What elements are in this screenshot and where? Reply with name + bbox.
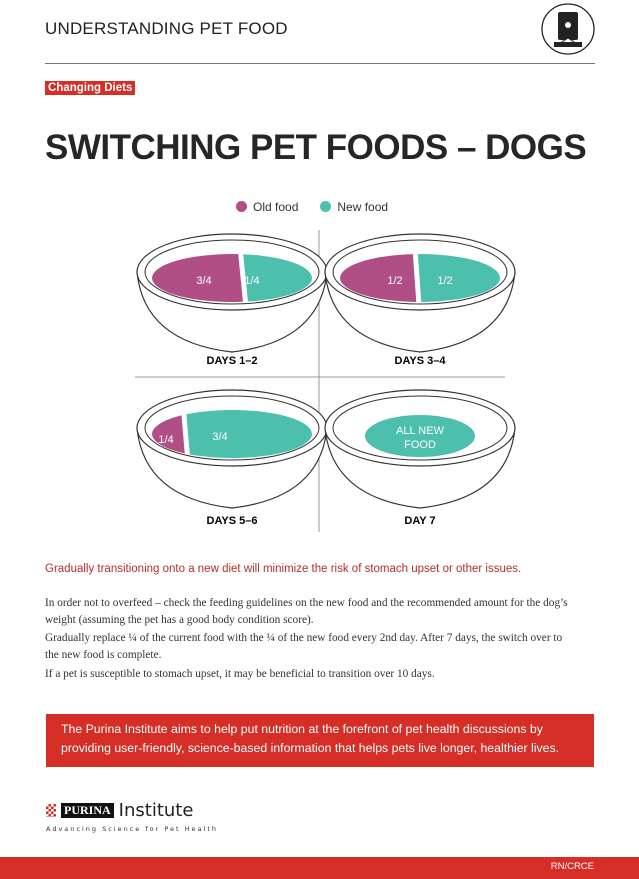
bowl-day-7: ALL NEW FOOD DAY 7 [324, 389, 516, 527]
new-fraction: 3/4 [212, 431, 227, 443]
pet-food-bag-icon [541, 3, 595, 55]
new-food-swatch [320, 201, 332, 212]
header-title: UNDERSTANDING PET FOOD [45, 19, 288, 38]
tagline: Gradually transitioning onto a new diet … [45, 563, 522, 575]
new-fraction: 1/2 [437, 275, 452, 287]
footer-bar [0, 857, 639, 879]
all-new-label: ALL NEW [396, 425, 445, 437]
legend-item-new: New food [320, 200, 388, 214]
legend-label: Old food [253, 200, 299, 214]
page-title: SWITCHING PET FOODS – DOGS [45, 128, 587, 167]
bowl-label: DAYS 5–6 [207, 515, 258, 527]
bowl-days-5-6: 1/4 3/4 DAYS 5–6 [136, 389, 328, 527]
category-badge: Changing Diets [45, 81, 136, 95]
old-fraction: 1/2 [387, 275, 402, 287]
old-fraction: 3/4 [196, 275, 211, 287]
logo-brand: PURINA [61, 803, 114, 818]
paragraph: Gradually replace ¼ of the current food … [45, 632, 563, 661]
old-fraction: 1/4 [158, 434, 173, 446]
bowl-label: DAYS 3–4 [395, 355, 447, 367]
logo-slogan: Advancing Science for Pet Health [46, 825, 219, 833]
bowl-label: DAY 7 [404, 515, 435, 527]
bowl-label: DAYS 1–2 [207, 355, 258, 367]
legend: Old food New food [236, 200, 388, 214]
new-fraction: 1/4 [244, 275, 259, 287]
document-code: RN/CRCE [550, 861, 594, 872]
bowl-diagram: 3/4 1/4 DAYS 1–2 1/2 1/2 DAYS 3–4 1/4 3/… [135, 230, 516, 532]
mission-banner: The Purina Institute aims to help put nu… [46, 714, 594, 767]
paragraph: In order not to overfeed – check the fee… [45, 597, 568, 626]
header-divider [45, 63, 595, 64]
all-new-label: FOOD [404, 439, 436, 451]
paragraph: If a pet is susceptible to stomach upset… [45, 668, 435, 680]
logo-name: Institute [118, 800, 194, 821]
bowl-days-3-4: 1/2 1/2 DAYS 3–4 [324, 233, 516, 367]
legend-label: New food [337, 200, 389, 214]
legend-item-old: Old food [236, 200, 298, 214]
new-food-portion [365, 415, 475, 457]
checkerboard-icon [46, 804, 56, 817]
bowl-days-1-2: 3/4 1/4 DAYS 1–2 [136, 233, 328, 367]
old-food-swatch [236, 201, 247, 212]
purina-institute-logo: PURINA Institute Advancing Science for P… [46, 800, 218, 833]
